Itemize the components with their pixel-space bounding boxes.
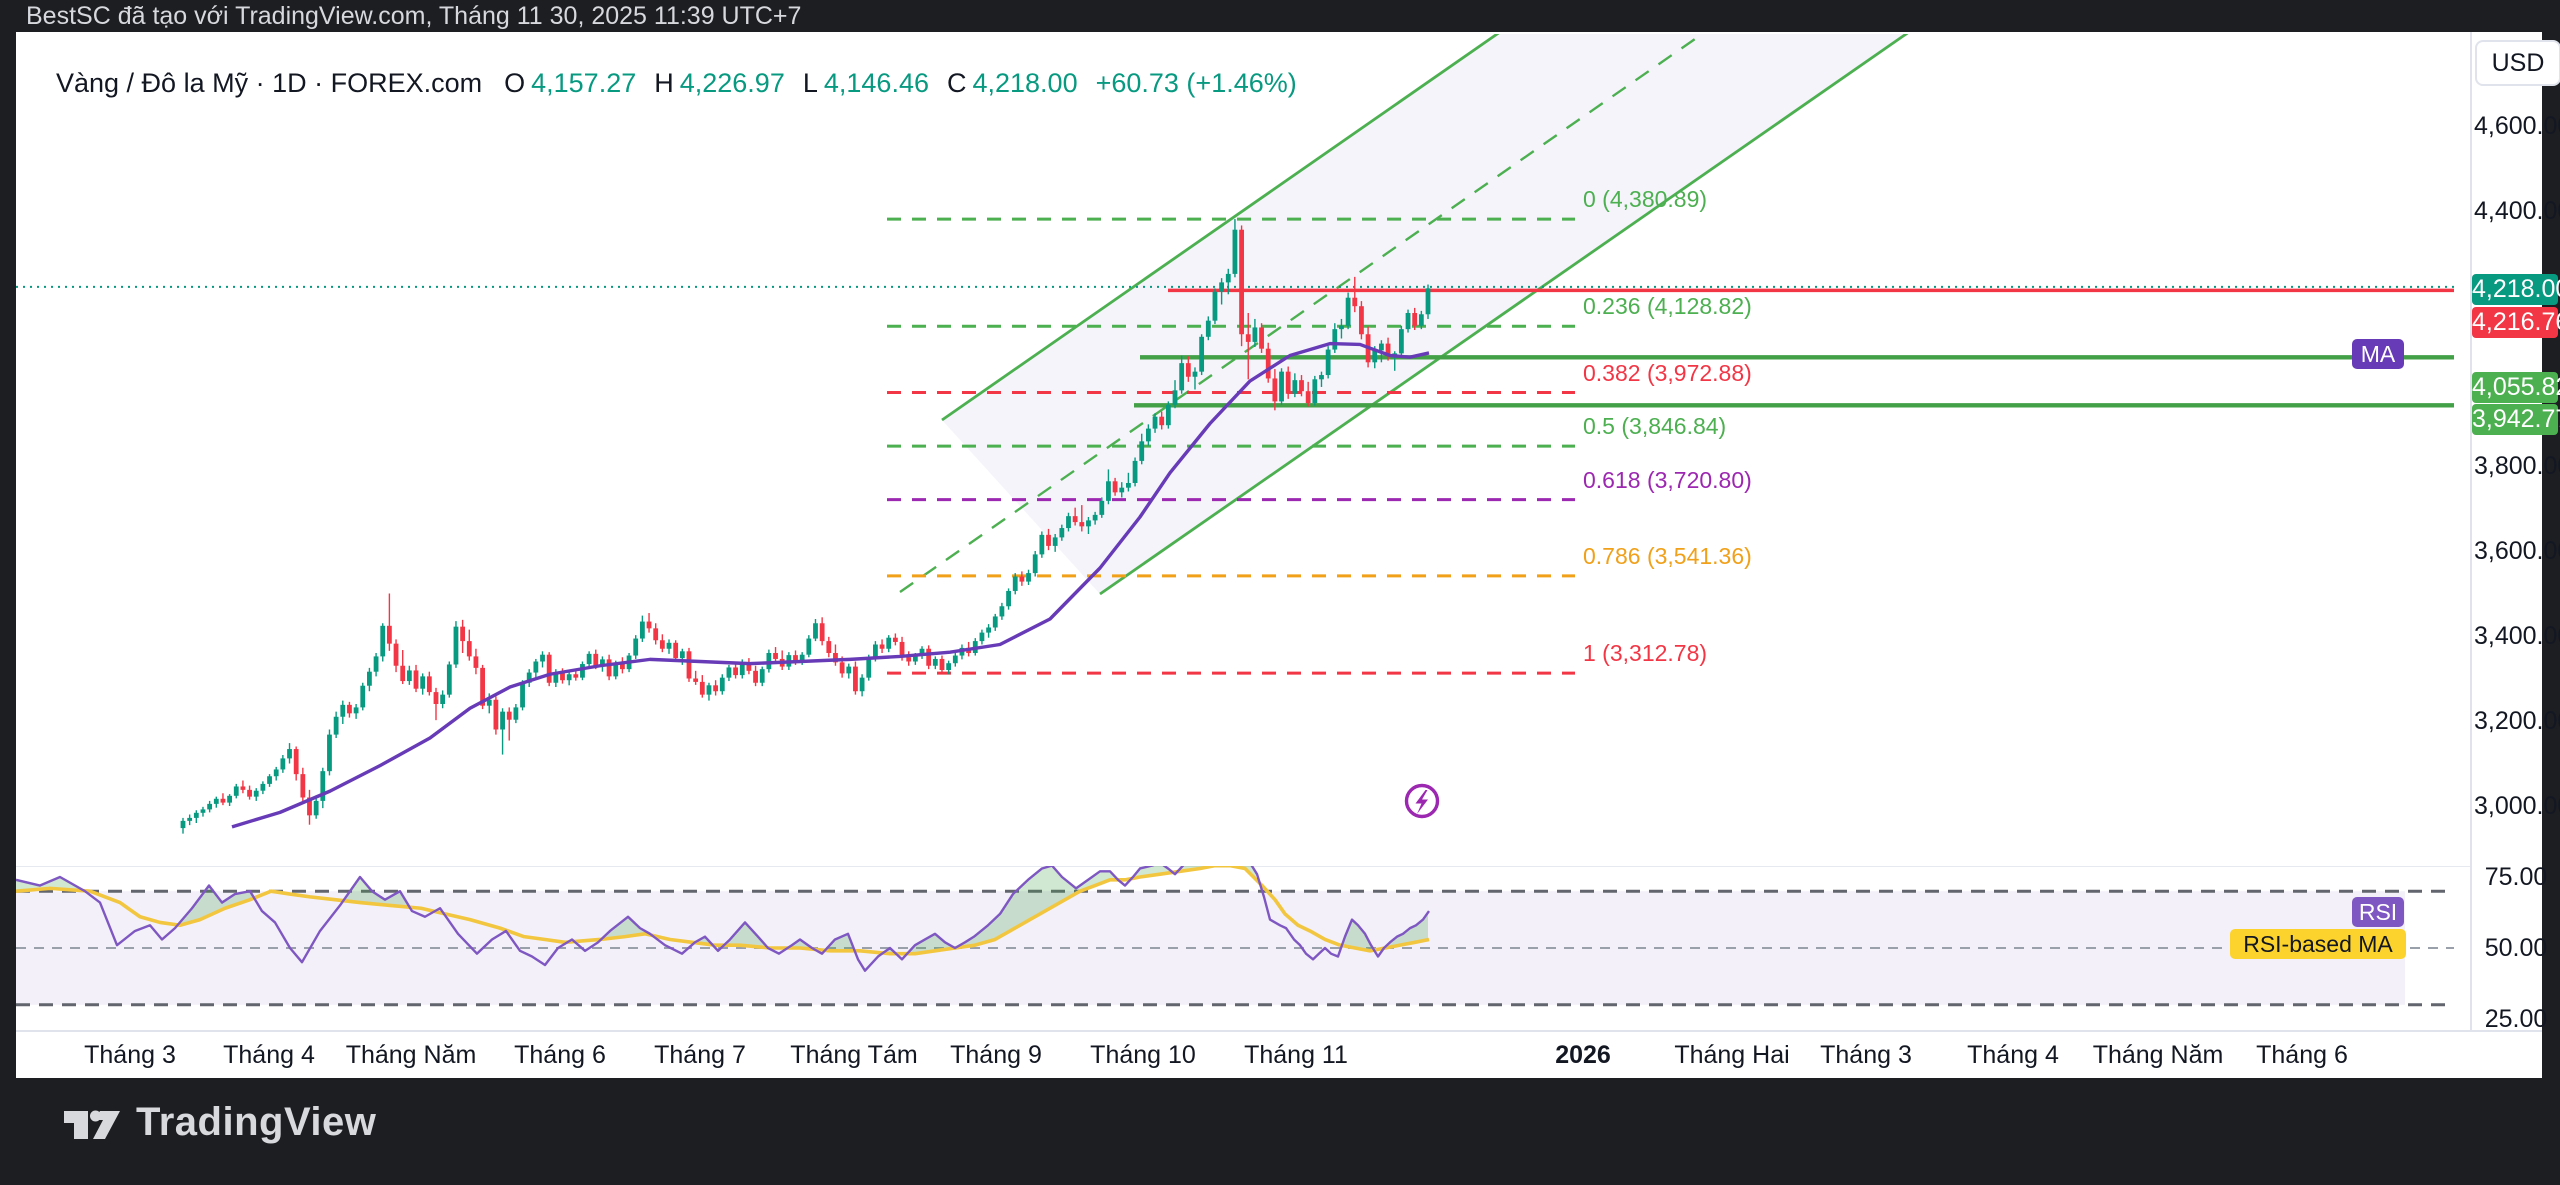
rsi-pane: [16, 866, 2454, 1007]
rsi-ma-line: [16, 866, 1430, 956]
fib-label-0.236[interactable]: 0.236 (4,128.82): [1583, 293, 1752, 320]
time-axis-border: [16, 1030, 2542, 1032]
horizontal-lines: [16, 285, 2454, 408]
fib-label-1[interactable]: 1 (3,312.78): [1583, 640, 1708, 667]
tradingview-logo-icon: [64, 1110, 120, 1139]
time-label-6: Tháng 9: [950, 1041, 1042, 1069]
rsi-ma-label-badge[interactable]: RSI-based MA: [2230, 929, 2406, 959]
time-label-7: Tháng 10: [1090, 1041, 1196, 1069]
fib-label-0.786[interactable]: 0.786 (3,541.36): [1583, 542, 1752, 569]
time-label-14: Tháng 6: [2256, 1041, 2348, 1069]
high-value: 4,226.97: [679, 68, 785, 98]
tradingview-branding[interactable]: TradingView: [62, 1096, 376, 1148]
time-label-1: Tháng 4: [223, 1041, 315, 1069]
open-value: 4,157.27: [531, 68, 637, 98]
time-label-10: Tháng Hai: [1674, 1041, 1790, 1069]
time-label-4: Tháng 7: [654, 1041, 746, 1069]
rsi-tick-25: 25.00: [2484, 1005, 2548, 1033]
fib-label-0.382[interactable]: 0.382 (3,972.88): [1583, 359, 1752, 386]
candles: [180, 219, 1431, 834]
tradingview-logo-text: TradingView: [136, 1099, 377, 1144]
price-tick-4600: 4,600.00: [2474, 112, 2560, 140]
currency-button[interactable]: USD: [2475, 40, 2560, 86]
snapshot-title: BestSC đã tạo với TradingView.com, Tháng…: [26, 2, 802, 30]
price-tick-4400: 4,400.00: [2474, 197, 2560, 225]
rsi-tick-75: 75.00: [2484, 863, 2548, 891]
open-label: O: [504, 68, 526, 98]
close-label: C: [946, 68, 967, 98]
low-value: 4,146.46: [823, 68, 929, 98]
trend-channel: [899, 34, 1909, 596]
price-tick-3800: 3,800.00: [2474, 452, 2560, 480]
ma-label-badge[interactable]: MA: [2352, 339, 2404, 369]
rsi-label-badge[interactable]: RSI: [2352, 897, 2404, 927]
price-axis-border: [2470, 32, 2472, 1030]
lightning-button: [1404, 783, 1440, 819]
rsi-tick-50: 50.00: [2484, 934, 2548, 962]
price-tick-3000: 3,000.00: [2474, 792, 2560, 820]
time-label-2: Tháng Năm: [345, 1041, 477, 1069]
time-label-5: Tháng Tám: [790, 1041, 918, 1069]
green-line-badge-1: 4,055.82: [2472, 372, 2560, 403]
price-tick-3200: 3,200.00: [2474, 707, 2560, 735]
time-label-0: Tháng 3: [84, 1041, 176, 1069]
time-label-12: Tháng 4: [1967, 1041, 2059, 1069]
price-tick-3400: 3,400.00: [2474, 622, 2560, 650]
symbol-title[interactable]: Vàng / Đô la Mỹ · 1D · FOREX.com: [56, 68, 483, 98]
green-line-badge-2: 3,942.77: [2472, 404, 2560, 435]
red-line-badge: 4,216.76: [2472, 307, 2560, 338]
close-value: 4,218.00: [972, 68, 1078, 98]
time-label-8: Tháng 11: [1244, 1041, 1348, 1069]
price-tick-3600: 3,600.00: [2474, 537, 2560, 565]
rsi-line: [16, 866, 1430, 972]
fib-label-0.618[interactable]: 0.618 (3,720.80): [1583, 466, 1752, 493]
fib-label-0.5[interactable]: 0.5 (3,846.84): [1583, 413, 1727, 440]
low-label: L: [802, 68, 818, 98]
last-price-badge: 4,218.00: [2472, 274, 2560, 305]
ma-line: [231, 341, 1430, 829]
fib-label-0[interactable]: 0 (4,380.89): [1583, 186, 1708, 213]
time-label-11: Tháng 3: [1820, 1041, 1912, 1069]
change-value: +60.73 (+1.46%): [1095, 68, 1297, 98]
time-label-9: 2026: [1555, 1041, 1611, 1069]
high-label: H: [654, 68, 674, 98]
chart-panel: Vàng / Đô la Mỹ · 1D · FOREX.com O 4,157.2…: [16, 32, 2560, 1078]
time-label-3: Tháng 6: [514, 1041, 606, 1069]
time-label-13: Tháng Năm: [2092, 1041, 2224, 1069]
symbol-header[interactable]: Vàng / Đô la Mỹ · 1D · FOREX.com O 4,157.2…: [56, 68, 1303, 99]
